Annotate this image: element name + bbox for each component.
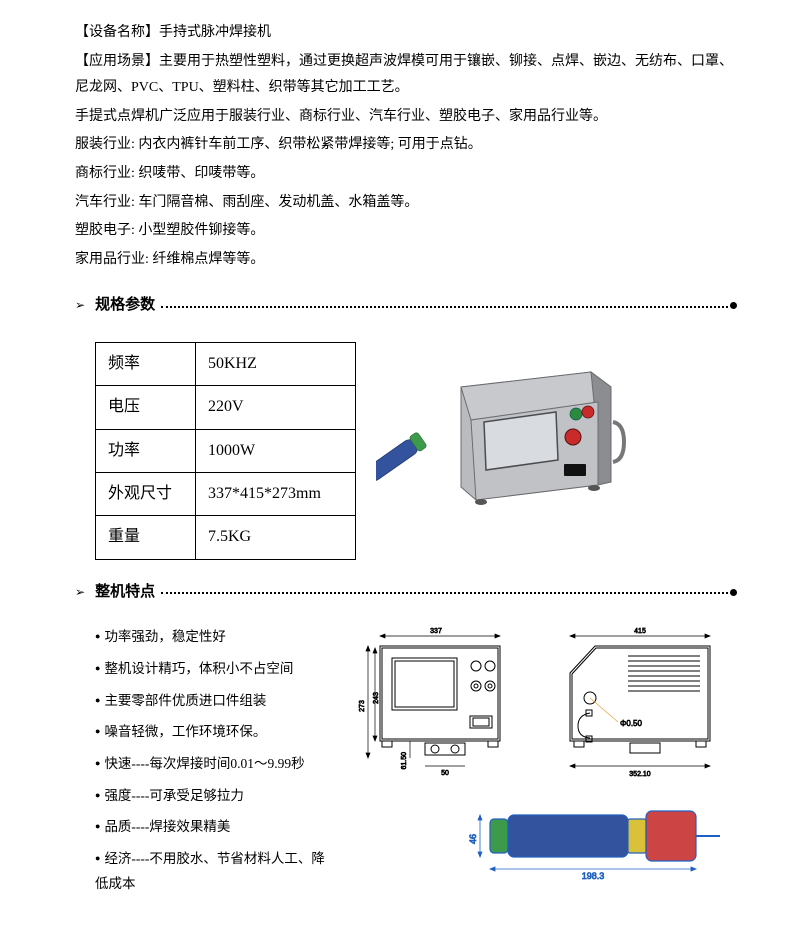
feature-item: 功率强劲，稳定性好 — [95, 624, 335, 650]
table-cell: 50KHZ — [196, 342, 356, 385]
feature-item: 经济----不用胶水、节省材料人工、降低成本 — [95, 846, 335, 897]
intro-line: 手提式点焊机广泛应用于服装行业、商标行业、汽车行业、塑胶电子、家用品行业等。 — [75, 104, 737, 131]
svg-text:337: 337 — [430, 628, 442, 635]
svg-text:352.10: 352.10 — [629, 771, 651, 778]
intro-line: 【应用场景】主要用于热塑性塑料，通过更换超声波焊模可用于镶嵌、铆接、点焊、嵌边、… — [75, 49, 737, 102]
feature-item: 快速----每次焊接时间0.01～9.99秒 — [95, 751, 335, 777]
arrow-icon: ➢ — [75, 581, 85, 604]
feature-item: 主要零部件优质进口件组装 — [95, 688, 335, 714]
dotted-line — [161, 306, 728, 308]
feature-item: 整机设计精巧，体积小不占空间 — [95, 656, 335, 682]
intro-line: 服装行业: 内衣内裤针车前工序、织带松紧带焊接等; 可用于点钻。 — [75, 132, 737, 159]
feature-item: 品质----焊接效果精美 — [95, 814, 335, 840]
device-3d-render — [376, 342, 626, 522]
table-row: 功率1000W — [96, 429, 356, 472]
intro-line: 塑胶电子: 小型塑胶件铆接等。 — [75, 218, 737, 245]
table-cell: 7.5KG — [196, 516, 356, 559]
svg-text:273: 273 — [359, 700, 366, 712]
intro-block: 【设备名称】手持式脉冲焊接机 【应用场景】主要用于热塑性塑料，通过更换超声波焊模… — [75, 20, 737, 273]
spec-table: 频率50KHZ电压220V功率1000W外观尺寸337*415*273mm重量7… — [95, 342, 356, 560]
feature-item: 强度----可承受足够拉力 — [95, 783, 335, 809]
section-title: 规格参数 — [95, 291, 155, 320]
svg-text:415: 415 — [634, 628, 646, 635]
drawing-front-view: 337 273 243 50 61.50 — [350, 618, 525, 793]
table-cell: 功率 — [96, 429, 196, 472]
technical-drawings: 337 273 243 50 61.50 — [350, 618, 737, 881]
intro-line: 【设备名称】手持式脉冲焊接机 — [75, 20, 737, 47]
svg-text:46: 46 — [468, 834, 478, 844]
section-spec-heading: ➢ 规格参数 — [75, 291, 737, 320]
table-cell: 外观尺寸 — [96, 473, 196, 516]
intro-line: 汽车行业: 车门隔音棉、雨刮座、发动机盖、水箱盖等。 — [75, 190, 737, 217]
drawing-tool: 198.3 46 — [450, 801, 730, 881]
table-cell: 337*415*273mm — [196, 473, 356, 516]
feature-list: 功率强劲，稳定性好 整机设计精巧，体积小不占空间 主要零部件优质进口件组装 噪音… — [95, 618, 335, 903]
dotted-line — [161, 592, 728, 594]
drawing-side-view: 415 352.10 Φ0.50 — [540, 618, 735, 793]
table-cell: 电压 — [96, 386, 196, 429]
section-title: 整机特点 — [95, 578, 155, 607]
table-row: 频率50KHZ — [96, 342, 356, 385]
end-dot-icon — [730, 589, 737, 596]
table-row: 电压220V — [96, 386, 356, 429]
table-row: 重量7.5KG — [96, 516, 356, 559]
intro-line: 家用品行业: 纤维棉点焊等等。 — [75, 247, 737, 274]
section-features-heading: ➢ 整机特点 — [75, 578, 737, 607]
end-dot-icon — [730, 302, 737, 309]
feature-item: 噪音轻微，工作环境环保。 — [95, 719, 335, 745]
table-cell: 1000W — [196, 429, 356, 472]
table-cell: 220V — [196, 386, 356, 429]
intro-line: 商标行业: 织唛带、印唛带等。 — [75, 161, 737, 188]
arrow-icon: ➢ — [75, 294, 85, 317]
svg-text:50: 50 — [441, 770, 449, 777]
svg-text:61.50: 61.50 — [401, 752, 408, 770]
table-cell: 频率 — [96, 342, 196, 385]
table-row: 外观尺寸337*415*273mm — [96, 473, 356, 516]
table-cell: 重量 — [96, 516, 196, 559]
svg-text:Φ0.50: Φ0.50 — [620, 719, 643, 728]
svg-text:198.3: 198.3 — [582, 871, 605, 881]
svg-text:243: 243 — [373, 692, 380, 704]
